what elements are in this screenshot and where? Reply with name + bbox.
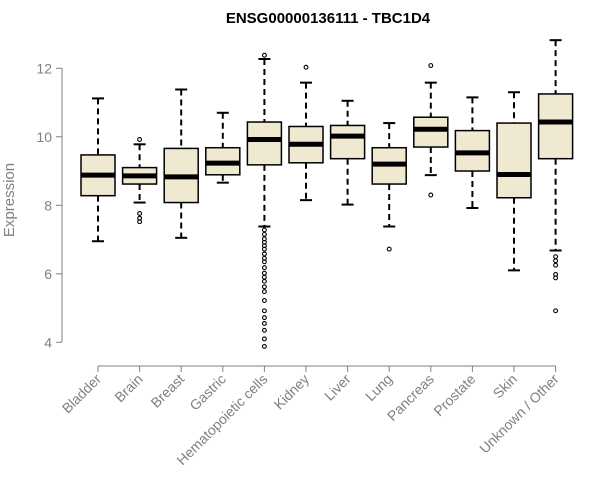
- y-axis: 4 6 8 10 12: [36, 60, 63, 350]
- box-gastric: [205, 111, 241, 184]
- x-tick-label: Skin: [490, 371, 521, 402]
- box-series: [80, 39, 574, 349]
- box-breast: [163, 88, 199, 239]
- outlier-point: [261, 274, 267, 280]
- outlier-point: [428, 192, 434, 198]
- outlier-point: [261, 321, 267, 326]
- box-lung: [371, 122, 407, 252]
- y-tick-label: 4: [44, 334, 52, 350]
- outlier-point: [261, 298, 267, 303]
- box-hematopoietic-cells: [246, 52, 283, 349]
- box-skin: [496, 91, 532, 272]
- box-bladder: [80, 97, 116, 243]
- outlier-point: [261, 343, 267, 349]
- outlier-point: [386, 246, 392, 252]
- outlier-point: [553, 308, 559, 314]
- outlier-point: [137, 137, 143, 142]
- x-tick-label: Liver: [321, 371, 354, 404]
- iqr-box: [246, 121, 283, 166]
- y-tick-label: 8: [44, 197, 52, 213]
- outlier-point: [261, 284, 267, 290]
- outlier-point: [553, 275, 559, 281]
- x-tick-label: Breast: [147, 371, 187, 411]
- y-tick-label: 10: [36, 129, 52, 145]
- outlier-point: [261, 265, 267, 271]
- box-unknown-other: [537, 39, 574, 314]
- iqr-box: [496, 122, 532, 199]
- x-tick-label: Lung: [362, 371, 395, 404]
- outlier-point: [553, 258, 559, 264]
- x-tick-label: Prostate: [430, 371, 478, 419]
- outlier-point: [261, 278, 267, 284]
- outlier-point: [261, 308, 267, 314]
- outlier-point: [137, 219, 143, 225]
- box-prostate: [454, 96, 491, 210]
- y-tick-label: 6: [44, 266, 52, 282]
- box-kidney: [288, 64, 324, 202]
- outlier-point: [261, 289, 267, 295]
- x-tick-label: Bladder: [59, 371, 105, 417]
- outlier-point: [261, 251, 267, 257]
- outlier-point: [261, 246, 267, 252]
- outlier-point: [261, 231, 267, 237]
- iqr-box: [413, 116, 449, 148]
- x-tick-label: Brain: [111, 371, 145, 405]
- box-pancreas: [413, 63, 449, 198]
- y-tick-label: 12: [36, 60, 52, 76]
- x-tick-label: Kidney: [271, 371, 313, 413]
- outlier-point: [553, 262, 559, 268]
- box-liver: [329, 99, 366, 206]
- outlier-point: [261, 270, 267, 276]
- box-brain: [121, 137, 158, 225]
- outlier-point: [261, 315, 267, 321]
- chart-title: ENSG00000136111 - TBC1D4: [226, 10, 431, 27]
- outlier-point: [261, 52, 267, 58]
- outlier-point: [261, 259, 267, 265]
- outlier-point: [553, 254, 559, 260]
- outlier-point: [261, 227, 267, 233]
- outlier-point: [261, 336, 267, 342]
- y-axis-label: Expression: [1, 163, 18, 237]
- iqr-box: [329, 124, 366, 160]
- outlier-point: [428, 63, 434, 68]
- outlier-point: [261, 327, 267, 333]
- outlier-point: [303, 64, 309, 70]
- x-tick-label: Unknown / Other: [476, 371, 562, 457]
- iqr-box: [537, 93, 574, 160]
- outlier-point: [137, 211, 143, 216]
